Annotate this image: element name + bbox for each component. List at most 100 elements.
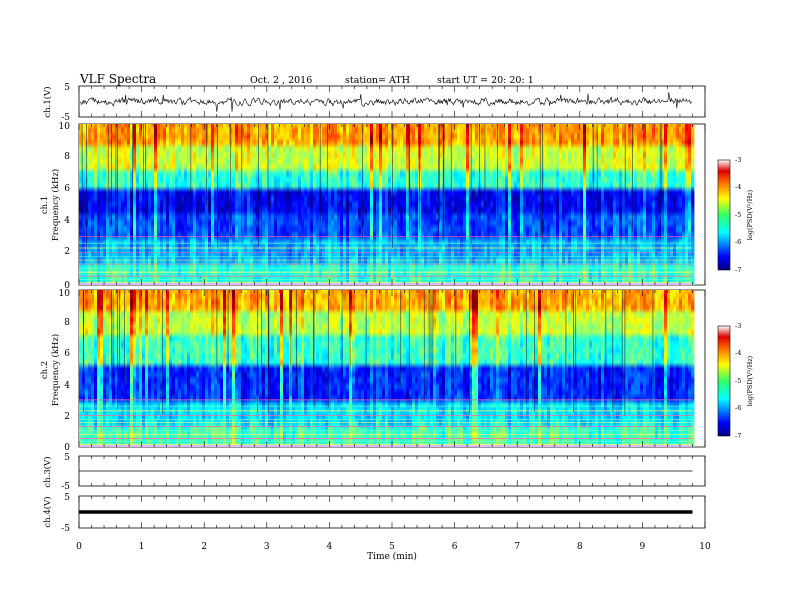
spectrogram-column [235,290,239,447]
spectrogram-column [529,124,533,285]
spectrogram-column [94,124,98,285]
spectrogram-column [571,124,575,285]
spectrogram-column [316,290,320,447]
spec1-ytick: 2 [64,247,70,257]
spectrogram-column [367,124,371,285]
ch1-spectrogram-ylabel: Frequency (kHz) [50,169,61,241]
spectrogram-column [616,124,620,285]
spec2-ytick: 4 [64,381,70,391]
spectrogram-column [661,124,665,285]
ch4-ytick-top: 5 [64,493,70,503]
spectrogram-column [160,290,164,447]
spec2-ytick: 0 [64,443,70,453]
spectrogram-column [373,290,377,447]
spectrogram-column [145,290,149,447]
spectrogram-column [559,290,563,447]
spectrogram-column [475,290,479,447]
spectrogram-column [232,290,236,447]
spectrogram-column [295,290,299,447]
ch4-ytick-bottom: -5 [61,524,70,534]
spectrogram-column [517,290,521,447]
spectrogram-column [535,290,539,447]
spectrogram-column [286,290,290,447]
spectrogram-column [646,124,650,285]
spectrogram-column [127,124,131,285]
spectrogram-column [385,290,389,447]
spectrogram-column [313,124,317,285]
ch1-spectrogram [79,124,695,285]
spectrogram-column [388,290,392,447]
spectrogram-column [637,124,641,285]
spectrogram-column [313,290,317,447]
spectrogram-column [469,124,473,285]
spectrogram-column [655,124,659,285]
spectrogram-column [568,290,572,447]
spectrogram-column [343,124,347,285]
spectrogram-column [355,290,359,447]
spectrogram-column [661,290,665,447]
spectrogram-column [154,290,158,447]
spectrogram-column [298,124,302,285]
spectrogram-column [370,124,374,285]
spectrogram-column [502,124,506,285]
spectrogram-column [115,124,119,285]
x-tick-label: 5 [389,542,395,552]
spectrogram-column [514,124,518,285]
spectrogram-column [586,124,590,285]
spectrogram-column [583,290,587,447]
spectrogram-column [541,290,545,447]
spectrogram-column [550,290,554,447]
spectrogram-column [169,290,173,447]
figure-title: VLF Spectra [79,72,156,86]
spectrogram-column [580,290,584,447]
spectrogram-column [640,124,644,285]
spectrogram-column [631,290,635,447]
spectrogram-column [247,124,251,285]
spec2-ytick: 10 [59,289,71,299]
spectrogram-column [118,124,122,285]
start-time-label: start UT = 20: 20: 1 [437,75,534,86]
spectrogram-column [601,290,605,447]
spectrogram-column [91,124,95,285]
spectrogram-column [349,290,353,447]
spectrogram-column [88,290,92,447]
spectrogram-column [664,124,668,285]
x-tick-label: 0 [76,542,82,552]
spectrogram-column [280,290,284,447]
spectrogram-column [232,124,236,285]
spec1-ytick: 0 [64,281,70,291]
x-tick-label: 2 [201,542,207,552]
spectrogram-column [616,290,620,447]
spectrogram-column [511,124,515,285]
spectrogram-column [91,290,95,447]
ch3-ytick-bottom: -5 [61,482,70,492]
spectrogram-column [385,124,389,285]
spectrogram-column [235,124,239,285]
spectrogram-column [172,124,176,285]
spectrogram-column [250,290,254,447]
spectrogram-column [247,290,251,447]
spec2-ytick: 2 [64,412,70,422]
spectrogram-column [262,290,266,447]
spectrogram-column [637,290,641,447]
spectrogram-column [292,124,296,285]
spectrogram-column [628,290,632,447]
spectrogram-column [562,124,566,285]
spectrogram-column [97,290,101,447]
station-label: station= ATH [345,75,410,86]
spectrogram-column [322,290,326,447]
spectrogram-column [196,124,200,285]
spectrogram-column [643,290,647,447]
spectrogram-column [304,124,308,285]
ch1-colorbar: -3 -4 -5 -6 -7 log(PSD(V²/Hz) [717,156,754,274]
spectrogram-column [670,290,674,447]
spectrogram-column [433,124,437,285]
spectrogram-column [184,290,188,447]
spectrogram-column [421,124,425,285]
spectrogram-column [484,290,488,447]
spectrogram-column [403,124,407,285]
spectrogram-column [265,124,269,285]
spectrogram-column [292,290,296,447]
spectrogram-column [598,290,602,447]
spectrogram-column [613,124,617,285]
